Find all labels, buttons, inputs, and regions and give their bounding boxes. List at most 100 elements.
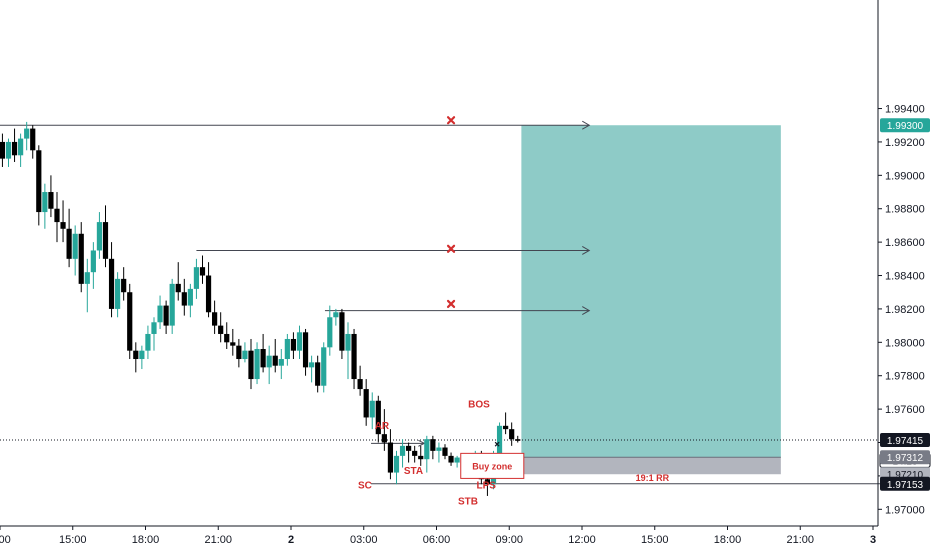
candle-body [412,450,418,456]
annotations: Buy zone BOS AR STA SC LPS STB 19:1 RR [358,116,670,507]
buy-zone-box [460,452,525,479]
candle-body [90,250,96,273]
x-mark-icon [446,244,456,253]
candle-body [345,333,351,351]
candle-body [205,275,212,313]
candle-body [115,278,121,309]
candle-body [139,350,145,360]
x-tick-label: 12:00 [568,534,596,546]
candle-body [375,400,381,435]
candle-body [242,350,248,360]
candle-body [339,312,345,351]
price-tag-label: 1.99300 [887,121,924,132]
candle-body [248,350,254,380]
candle-body [18,138,24,156]
candle-body [151,322,157,334]
x-tick-label: 06:00 [423,534,451,546]
candle-body [333,312,339,318]
x-mark-icon [446,299,456,309]
candle-body [266,355,272,368]
y-tick-label: 1.98800 [885,204,925,216]
y-tick-label: 1.97000 [885,504,925,516]
candle-body [212,312,218,326]
annotation-label: AR [375,421,390,432]
candle-body [284,338,290,360]
annotation-label: LPS [476,480,496,491]
candle-body [224,333,230,343]
candle-body [369,400,375,418]
candle-body [181,292,187,306]
candle-body [351,333,357,380]
candle-body [272,355,278,366]
stop-zone [521,457,781,475]
candle-body [193,267,200,289]
y-tick-label: 1.98600 [885,237,925,249]
candle-body [357,379,363,390]
candle-body [442,447,448,456]
candle-body [36,150,42,213]
candle-body [169,283,175,326]
candle-body [296,332,303,351]
target-zone [521,125,781,458]
candle-body [448,455,454,463]
candle-body [399,445,406,456]
x-tick-label: 21:00 [204,534,232,546]
x-tick-label: 15:00 [641,534,669,546]
candle-body [509,429,515,440]
candle-body [11,141,18,156]
candle-body [145,333,151,351]
candle-body [309,362,315,368]
candle-body [424,439,430,460]
price-tag-label: 1.97415 [887,436,924,447]
candle-body [102,222,109,259]
candle-body [133,350,139,360]
price-tag-label: 1.97153 [887,480,924,491]
annotation-label: BOS [468,399,490,410]
arrow-head-icon [582,120,591,130]
candle-body [218,325,224,334]
x-tick-label: 21:00 [786,534,814,546]
candle-body [381,434,387,443]
x-tick-label: 09:00 [495,534,523,546]
candle-body [84,272,90,284]
candle-body [236,345,242,360]
candle-body [96,222,103,251]
candle-body [290,338,297,351]
price-tag [880,450,930,465]
y-tick-label: 1.98400 [885,271,925,283]
rr-label: 19:1 RR [636,473,670,483]
candle-body [199,267,206,276]
candle-body [418,455,424,460]
candle-body [127,292,133,351]
y-tick-label: 1.99400 [885,104,925,116]
annotation-label: STB [458,496,478,507]
candle-body [121,278,127,293]
arrow-head-icon [582,306,591,316]
y-tick-label: 1.97800 [885,371,925,383]
price-tag [880,118,930,133]
candle-body [54,208,60,223]
candle-body [157,305,163,323]
x-tick-label: 2 [288,534,294,546]
candle-body [503,425,509,430]
candle-body [363,389,369,418]
candle-body [254,348,260,380]
candle-body [484,479,491,485]
candle-body [30,128,36,151]
candle-body [78,233,84,284]
candle-body [108,258,115,309]
candle-body [327,317,333,348]
y-tick-label: 1.98200 [885,304,925,316]
candle-body [230,342,236,346]
candle-body [42,192,48,213]
x-tick-label: 03:00 [350,534,378,546]
candle-body [24,128,30,139]
annotation-label: STA [404,466,423,477]
candle-body [60,222,66,229]
candle-body [436,447,442,451]
x-tick-label: 3 [870,534,876,546]
candle-body [187,288,193,306]
x-tick-label: 18:00 [714,534,742,546]
